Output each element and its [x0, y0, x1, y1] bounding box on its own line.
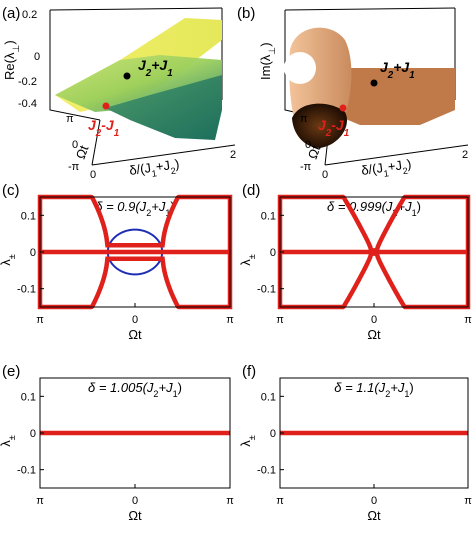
panel-a: (a) 0.2 0 -0.2 -0.4 Re(λ⊥) π 0 -π Ωt 0 2… — [2, 5, 236, 182]
panel-b-label-j2-plus-j1: J2+J1 — [380, 59, 415, 81]
panel-b-xlabel: δ/(J1+J2) — [360, 156, 412, 182]
panel-a-zlabel: Re(λ⊥) — [2, 40, 21, 80]
panel-e-xlabel: Ωt — [128, 508, 142, 523]
panel-c-ytick-0: 0.1 — [21, 210, 36, 222]
panel-b-label-j2-minus-j1: J2-J1 — [318, 117, 349, 139]
panel-a-label-j2-minus-j1: J2-J1 — [88, 117, 119, 139]
line-panels: (c) δ = 0.9(J2+J1) 0.1 0 -0.1 π 0 π Ωt λ± (d) δ = 0… — [0, 182, 472, 523]
panel-a-point-j2-plus-j1 — [123, 72, 131, 80]
panel-a-box-top — [49, 7, 223, 11]
panel-e-xtick-2: π — [226, 495, 234, 507]
panel-c-ytick-1: 0 — [30, 247, 36, 259]
panel-b-x-axis — [324, 144, 469, 166]
panel-a-ztick-0: 0.2 — [22, 9, 37, 21]
panel-c-lower-branch — [40, 251, 230, 276]
panel-d-xtick-2: π — [464, 314, 472, 326]
panel-a-ztick-2: -0.2 — [18, 76, 37, 88]
panel-b-point-j2-minus-j1 — [339, 104, 347, 112]
panel-b-ytick-1: 0 — [305, 139, 311, 151]
panel-b-dark-lobe — [292, 103, 348, 148]
panel-e-label: (e) — [2, 363, 20, 380]
panel-a-ytick-1: 0 — [72, 139, 78, 151]
panel-a-y-axis — [91, 119, 101, 166]
panel-a-xtick-1: 2 — [230, 149, 236, 161]
panel-a-ztick-3: -0.4 — [18, 98, 37, 110]
panel-a-ylabel: Ωt — [73, 143, 92, 161]
panel-b-label: (b) — [237, 5, 255, 22]
panel-e-ytick-2: -0.1 — [17, 465, 36, 477]
panel-b-hole — [284, 52, 316, 84]
panel-d-ytick-0: 0.1 — [261, 210, 276, 222]
panel-d: (d) δ = 0.999(J2+J1) 0.1 0 -0.1 π 0 π Ωt λ± — [238, 182, 472, 342]
panel-a-xlabel: δ/(J1+J2) — [128, 156, 180, 182]
panel-e-ylabel: λ± — [0, 435, 17, 447]
panel-f-xlabel: Ωt — [367, 508, 381, 523]
panel-a-box-left — [49, 10, 101, 121]
panel-c-title: δ = 0.9(J2+J1) — [95, 199, 175, 218]
panel-a-ytick-2: -π — [68, 161, 80, 173]
panel-b-box-top — [284, 7, 456, 11]
panel-b-xtick-0: 0 — [322, 169, 328, 181]
panel-c-ylabel: λ± — [0, 254, 17, 266]
panel-c-xtick-0: π — [36, 314, 44, 326]
panel-b-zlabel: Im(λ⊥) — [258, 42, 277, 80]
panel-e-ytick-1: 0 — [30, 428, 36, 440]
panel-b-point-j2-plus-j1 — [370, 79, 378, 87]
panel-d-ytick-2: -0.1 — [257, 284, 276, 296]
panel-c-xtick-1: 0 — [132, 314, 138, 326]
panel-c-ytick-2: -0.1 — [17, 284, 36, 296]
panel-d-xtick-0: π — [276, 314, 284, 326]
panel-e-xtick-1: 0 — [132, 495, 138, 507]
panel-e-xtick-0: π — [36, 495, 44, 507]
panel-d-title: δ = 0.999(J2+J1) — [327, 199, 421, 218]
panel-c-upper-branch — [40, 228, 230, 253]
panel-e-ytick-0: 0.1 — [21, 391, 36, 403]
panel-f-label: (f) — [242, 363, 256, 380]
panel-d-xlabel: Ωt — [367, 327, 381, 342]
panel-f: (f) δ = 1.1(J2+J1) 0.1 0 -0.1 π 0 π Ωt λ± — [238, 363, 472, 523]
panel-f-xtick-2: π — [464, 495, 472, 507]
panel-a-xtick-0: 0 — [90, 169, 96, 181]
panel-d-ylabel: λ± — [238, 254, 257, 266]
panel-a-point-j2-minus-j1 — [102, 102, 110, 110]
panel-f-ytick-1: 0 — [270, 428, 276, 440]
panel-b-ytick-2: -π — [300, 161, 312, 173]
panel-a-label-j2-plus-j1: J2+J1 — [138, 57, 173, 79]
panel-d-ytick-1: 0 — [270, 247, 276, 259]
panel-f-title: δ = 1.1(J2+J1) — [334, 380, 414, 399]
panel-c-label: (c) — [2, 182, 20, 199]
panel-b-xtick-1: 2 — [462, 149, 468, 161]
panel-a-split-sheet — [105, 75, 222, 140]
panel-f-xtick-0: π — [276, 495, 284, 507]
panel-a-ytick-0: π — [66, 113, 74, 125]
panel-e: (e) δ = 1.005(J2+J1) 0.1 0 -0.1 π 0 π Ωt λ± — [0, 363, 234, 523]
panel-c-xlabel: Ωt — [128, 327, 142, 342]
panel-b-ytick-0: π — [300, 113, 308, 125]
panel-b-ylabel: Ωt — [305, 143, 324, 161]
panel-f-ytick-2: -0.1 — [257, 465, 276, 477]
panel-a-label: (a) — [2, 5, 20, 22]
panel-d-label: (d) — [242, 182, 260, 199]
panel-e-title: δ = 1.005(J2+J1) — [88, 380, 182, 399]
panel-a-x-axis — [91, 144, 236, 166]
panel-f-ytick-0: 0.1 — [261, 391, 276, 403]
panel-c: (c) δ = 0.9(J2+J1) 0.1 0 -0.1 π 0 π Ωt λ± — [0, 182, 234, 342]
panel-f-ylabel: λ± — [238, 435, 257, 447]
panel-a-ztick-1: 0 — [34, 51, 40, 63]
panel-c-xtick-2: π — [226, 314, 234, 326]
panel-f-xtick-1: 0 — [371, 495, 377, 507]
panel-b: (b) π 0 -π Im(λ⊥) Ωt 0 2 δ/(J1+J2) J2+J1… — [237, 5, 469, 182]
panel-d-xtick-1: 0 — [371, 314, 377, 326]
